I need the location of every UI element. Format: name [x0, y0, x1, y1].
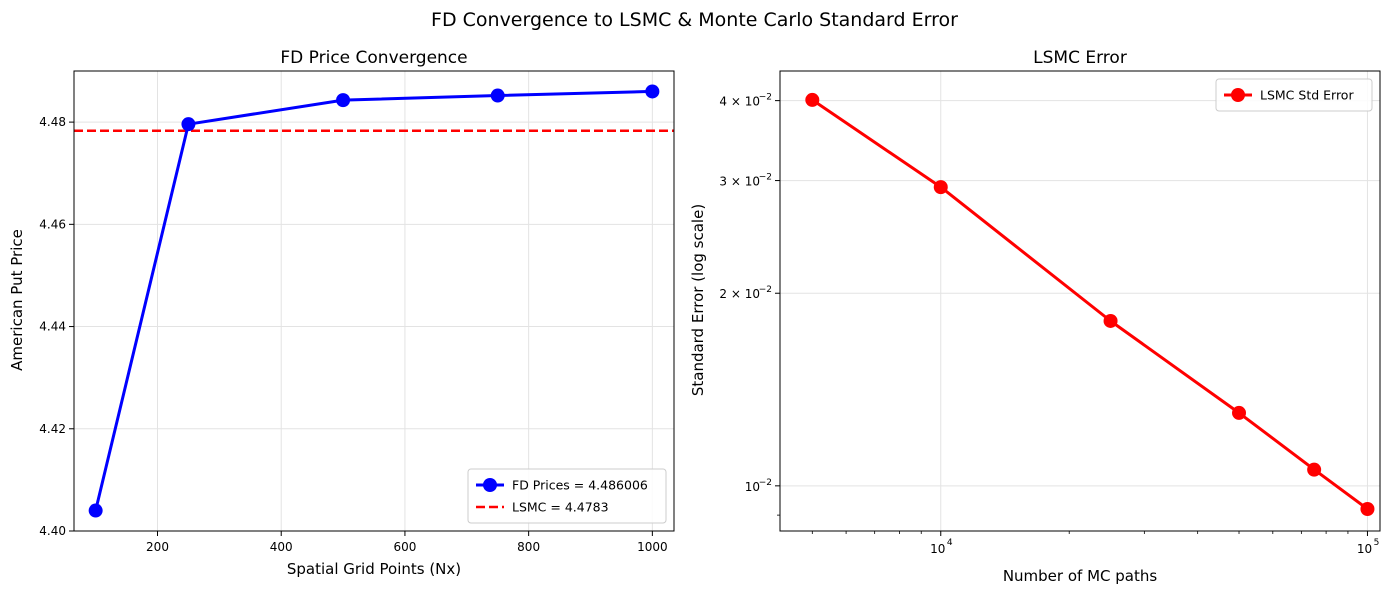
lsmc-y-tick-label: 10 — [745, 480, 760, 494]
lsmc-x-tick-label: 10 — [1357, 542, 1372, 556]
lsmc-y-tick-exponent: −2 — [759, 478, 772, 488]
lsmc-x-axis-label: Number of MC paths — [1003, 567, 1158, 585]
fd-y-tick-label: 4.42 — [39, 422, 66, 436]
fd-legend-box — [467, 468, 667, 524]
fd-y-axis-label: American Put Price — [8, 229, 26, 371]
lsmc-data-point — [1232, 405, 1247, 420]
fd-x-axis-label: Spatial Grid Points (Nx) — [287, 560, 461, 578]
lsmc-chart-title: LSMC Error — [1033, 48, 1127, 68]
lsmc-data-point — [1103, 313, 1118, 328]
fd-series-line — [94, 89, 653, 511]
fd-plot-frame — [73, 70, 675, 532]
lsmc-data-point — [1307, 462, 1322, 477]
fd-data-point — [490, 88, 505, 103]
figure-title: FD Convergence to LSMC & Monte Carlo Sta… — [431, 9, 958, 31]
lsmc-legend: LSMC Std Error — [1215, 78, 1373, 112]
fd-y-tick-label: 4.44 — [39, 320, 66, 334]
fd-legend-label: LSMC = 4.4783 — [512, 500, 609, 515]
lsmc-plot-frame — [779, 70, 1381, 532]
lsmc-x-tick-label: 10 — [930, 542, 945, 556]
fd-x-tick-label: 800 — [517, 540, 540, 554]
lsmc-data-point — [933, 180, 948, 195]
fd-legend-marker — [483, 478, 497, 492]
fd-data-point — [645, 84, 660, 99]
lsmc-legend-marker — [1231, 88, 1245, 102]
fd-data-point — [181, 117, 196, 132]
fd-price-convergence-chart: FD Price Convergence Spatial Grid Points… — [8, 48, 675, 578]
lsmc-y-tick-exponent: −2 — [759, 93, 772, 103]
fd-x-tick-label: 1000 — [637, 540, 668, 554]
lsmc-data-point — [1360, 502, 1375, 517]
lsmc-y-tick-label: 3 × 10 — [719, 175, 760, 189]
fd-legend-label: FD Prices = 4.486006 — [512, 478, 648, 493]
lsmc-error-chart: LSMC Error Number of MC paths Standard E… — [689, 48, 1381, 585]
fd-y-tick-label: 4.40 — [39, 524, 66, 538]
lsmc-y-tick-label: 2 × 10 — [719, 287, 760, 301]
lsmc-legend-box — [1215, 78, 1373, 112]
fd-y-tick-label: 4.48 — [39, 115, 66, 129]
lsmc-y-tick-exponent: −2 — [759, 285, 772, 295]
fd-x-tick-label: 600 — [393, 540, 416, 554]
fd-x-tick-label: 400 — [270, 540, 293, 554]
fd-data-point — [88, 503, 103, 518]
lsmc-y-tick-exponent: −2 — [759, 173, 772, 183]
fd-x-tick-label: 200 — [146, 540, 169, 554]
fd-legend: FD Prices = 4.486006 LSMC = 4.4783 — [467, 468, 667, 524]
lsmc-y-axis-label: Standard Error (log scale) — [689, 204, 707, 396]
lsmc-y-tick-label: 4 × 10 — [719, 95, 760, 109]
fd-y-tick-label: 4.46 — [39, 217, 66, 231]
lsmc-x-tick-exponent: 5 — [1374, 538, 1380, 548]
lsmc-x-tick-exponent: 4 — [947, 538, 953, 548]
fd-chart-title: FD Price Convergence — [280, 48, 467, 68]
lsmc-data-point — [805, 92, 820, 107]
lsmc-series-line — [811, 98, 1369, 511]
lsmc-legend-label: LSMC Std Error — [1260, 88, 1354, 103]
fd-data-point — [336, 93, 351, 108]
